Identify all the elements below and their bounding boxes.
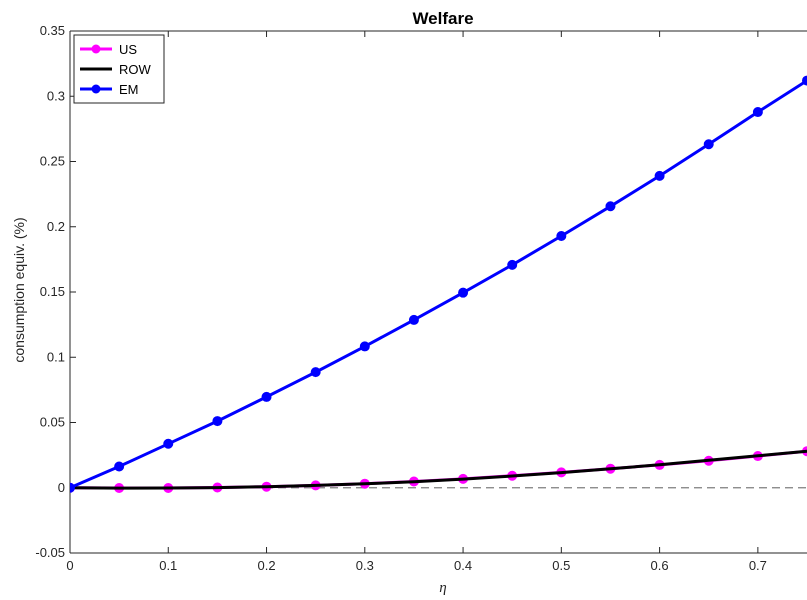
y-tick-label: 0 <box>58 480 65 495</box>
data-point-em <box>261 391 272 402</box>
legend-label-em: EM <box>119 82 139 97</box>
y-tick-label: 0.35 <box>40 23 65 38</box>
series-line-em <box>70 79 807 490</box>
x-tick-label: 0.6 <box>651 558 669 573</box>
x-tick-label: 0 <box>66 558 73 573</box>
data-point-em <box>163 438 174 449</box>
legend-marker-em <box>91 84 101 94</box>
legend: US ROW EM <box>73 34 165 104</box>
y-tick-label: 0.05 <box>40 415 65 430</box>
series-line-us <box>70 449 807 490</box>
y-tick-label: 0.1 <box>47 349 65 364</box>
data-point-em <box>458 287 469 298</box>
legend-marker-us <box>91 44 101 54</box>
data-point-em <box>70 482 75 493</box>
data-point-em <box>310 367 321 378</box>
data-point-em <box>212 416 223 427</box>
data-point-em <box>507 259 518 270</box>
data-point-em <box>605 201 616 212</box>
data-point-em <box>654 170 665 181</box>
data-point-em <box>408 314 419 325</box>
data-point-em <box>802 75 807 86</box>
x-tick-label: 0.5 <box>552 558 570 573</box>
x-tick-label: 0.1 <box>159 558 177 573</box>
series-group <box>70 75 807 494</box>
x-axis-label: η <box>439 580 446 596</box>
x-tick-label: 0.4 <box>454 558 472 573</box>
data-point-em <box>114 461 125 472</box>
data-point-em <box>359 341 370 352</box>
x-tick-label: 0.3 <box>356 558 374 573</box>
data-point-em <box>752 107 763 118</box>
legend-label-row: ROW <box>119 62 152 77</box>
legend-label-us: US <box>119 42 137 57</box>
y-tick-label: 0.15 <box>40 284 65 299</box>
data-point-em <box>703 139 714 150</box>
series-line-row <box>70 449 807 490</box>
y-tick-label: 0.25 <box>40 154 65 169</box>
y-tick-label: 0.3 <box>47 88 65 103</box>
data-point-em <box>556 231 567 242</box>
x-tick-label: 0.7 <box>749 558 767 573</box>
y-tick-label: 0.2 <box>47 219 65 234</box>
y-tick-label: -0.05 <box>35 545 65 560</box>
chart-title: Welfare <box>412 9 473 28</box>
y-axis-label: consumption equiv. (%) <box>11 217 27 362</box>
x-tick-label: 0.2 <box>257 558 275 573</box>
